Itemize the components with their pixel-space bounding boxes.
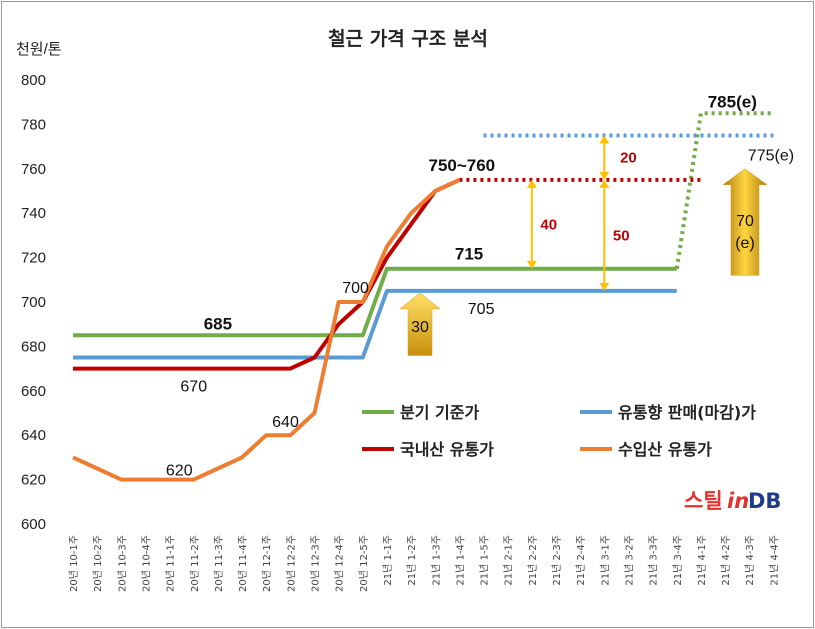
y-tick-620: 620: [21, 472, 46, 489]
gap-arrows: [526, 135, 610, 291]
x-tick-label: 20년 10-1주: [68, 535, 80, 592]
y-tick-740: 740: [21, 205, 46, 222]
x-tick-label: 21년 3-1주: [599, 535, 611, 586]
gap-arrow-40-head-top: [526, 179, 537, 188]
series-line-2: [73, 178, 461, 371]
chart-title: 철근 가격 구조 분석: [328, 28, 488, 50]
y-tick-600: 600: [21, 516, 46, 533]
y-tick-760: 760: [21, 161, 46, 178]
x-tick-label: 20년 10-2주: [92, 535, 104, 592]
label-670: 670: [180, 379, 207, 396]
gap-arrow-50-head-bottom: [599, 282, 610, 291]
label-750-760: 750~760: [428, 156, 495, 175]
x-tick-label: 21년 1-4주: [454, 535, 466, 586]
series-line-0: [73, 266, 677, 338]
series-lines: [72, 111, 774, 482]
x-tick-label: 20년 11-1주: [165, 535, 177, 592]
arrow-70-label: 70: [736, 213, 754, 230]
x-tick-label: 21년 4-3주: [744, 535, 756, 586]
y-axis-label: 천원/톤: [16, 41, 62, 58]
logo-part-db: DB: [748, 489, 781, 513]
x-tick-label: 21년 1-1주: [382, 535, 394, 586]
x-tick-label: 21년 1-2주: [406, 535, 418, 586]
y-tick-720: 720: [21, 250, 46, 267]
y-tick-640: 640: [21, 427, 46, 444]
gap-arrow-20-head-top: [599, 135, 610, 144]
x-tick-label: 21년 1-3주: [430, 535, 442, 586]
x-tick-label: 20년 12-1주: [261, 535, 273, 592]
legend-label-distribution: 유통향 판매(마감)가: [618, 403, 756, 422]
x-tick-label: 20년 11-4주: [237, 535, 249, 592]
label-700: 700: [342, 280, 369, 297]
y-tick-labels: 600 620 640 660 680 700 720 740 760 780 800: [21, 72, 46, 533]
gap-arrow-50-head-top: [599, 179, 610, 188]
steelindb-logo: 스틸 in DB: [684, 489, 781, 513]
label-715: 715: [455, 245, 483, 264]
label-640: 640: [272, 414, 299, 431]
gap-label-20: 20: [620, 150, 637, 167]
x-tick-label: 21년 4-2주: [720, 535, 732, 586]
x-tick-label: 20년 11-3주: [213, 535, 225, 592]
y-tick-680: 680: [21, 338, 46, 355]
legend-label-base: 분기 기준가: [400, 403, 479, 422]
x-tick-label: 21년 3-3주: [648, 535, 660, 586]
legend: 분기 기준가 유통향 판매(마감)가 국내산 유통가 수입산 유통가: [362, 403, 756, 459]
legend-label-import: 수입산 유통가: [618, 440, 712, 459]
label-705: 705: [468, 301, 495, 318]
x-tick-label: 20년 12-5주: [358, 535, 370, 592]
arrow-70-estimate-label: (e): [735, 235, 755, 252]
arrow-30-shape: [399, 292, 441, 356]
label-775e: 775(e): [748, 148, 794, 165]
x-tick-label: 21년 2-1주: [503, 535, 515, 586]
x-tick-label: 20년 12-4주: [334, 535, 346, 592]
y-tick-800: 800: [21, 72, 46, 89]
x-tick-label: 20년 10-3주: [116, 535, 128, 592]
x-tick-label: 21년 3-2주: [623, 535, 635, 586]
x-tick-label: 20년 12-2주: [285, 535, 297, 592]
legend-label-domestic: 국내산 유통가: [400, 440, 494, 459]
label-685: 685: [204, 314, 232, 333]
arrow-70: 70 (e): [722, 168, 768, 276]
arrow-30-label: 30: [411, 319, 429, 336]
label-785e: 785(e): [708, 92, 757, 111]
y-tick-700: 700: [21, 294, 46, 311]
gap-arrow-20-head-bottom: [599, 171, 610, 180]
label-620: 620: [166, 463, 193, 480]
series-line-1: [73, 288, 677, 360]
x-tick-label: 20년 11-2주: [189, 535, 201, 592]
x-tick-label: 21년 2-2주: [527, 535, 539, 586]
x-tick-label: 21년 4-4주: [768, 535, 780, 586]
x-tick-label: 21년 2-4주: [575, 535, 587, 586]
logo-part-in: in: [727, 489, 749, 513]
x-tick-label: 20년 10-4주: [140, 535, 152, 592]
gap-label-50: 50: [613, 227, 630, 244]
y-tick-660: 660: [21, 383, 46, 400]
x-tick-label: 21년 4-1주: [696, 535, 708, 586]
x-tick-label: 21년 2-3주: [551, 535, 563, 586]
x-tick-labels: 20년 10-1주 20년 10-2주 20년 10-3주 20년 10-4주 20년 …: [68, 535, 780, 592]
x-tick-label: 20년 12-3주: [310, 535, 322, 592]
y-tick-780: 780: [21, 116, 46, 133]
arrow-30: 30: [399, 292, 441, 356]
gap-arrow-40-head-bottom: [526, 260, 537, 269]
x-tick-label: 21년 3-4주: [672, 535, 684, 586]
gap-label-40: 40: [540, 216, 557, 233]
x-tick-label: 21년 1-5주: [479, 535, 491, 586]
arrow-70-shape: [722, 168, 768, 276]
series-line-3: [72, 178, 461, 482]
logo-part-steel: 스틸: [684, 489, 723, 513]
